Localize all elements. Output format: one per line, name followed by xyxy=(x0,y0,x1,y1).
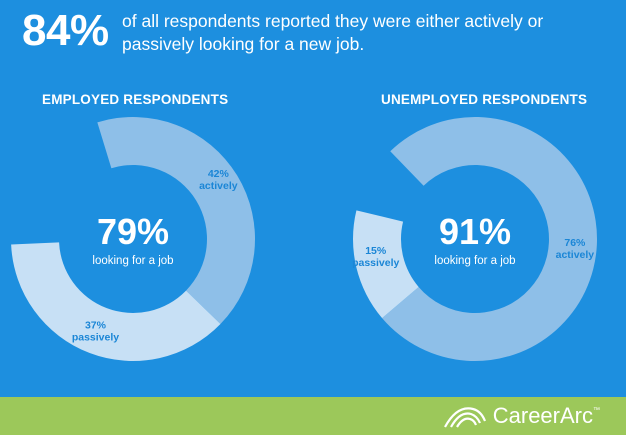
employed-actively-name-label: actively xyxy=(199,180,238,192)
infographic: 84% of all respondents reported they wer… xyxy=(11,6,597,362)
careerarc-logo: CareerArc ™ xyxy=(443,403,600,429)
employed-passively-pct-label: 37% xyxy=(85,319,107,331)
employed-center-label: looking for a job xyxy=(92,255,173,267)
unemployed-center-label: looking for a job xyxy=(434,255,515,267)
employed-passively-slice xyxy=(11,242,221,361)
employed-actively-pct-label: 42% xyxy=(208,168,230,180)
unemployed-actively-name-label: actively xyxy=(556,249,595,261)
employed-passively-name-label: passively xyxy=(72,331,119,343)
unemployed-actively-slice xyxy=(382,116,597,362)
employed-chart-title: EMPLOYED RESPONDENTS xyxy=(42,92,229,107)
arc-logo-icon xyxy=(443,407,486,428)
employed-actively-slice xyxy=(97,117,255,325)
unemployed-passively-name-label: passively xyxy=(352,257,399,269)
headline-text: of all respondents reported they were ei… xyxy=(122,11,544,54)
unemployed-center-value: 91% xyxy=(439,211,511,252)
unemployed-actively-pct-label: 76% xyxy=(564,237,586,249)
unemployed-chart-title: UNEMPLOYED RESPONDENTS xyxy=(381,92,588,107)
footer-bar: CareerArc ™ xyxy=(0,397,626,435)
brand-trademark: ™ xyxy=(593,407,600,414)
unemployed-passively-slice xyxy=(353,210,419,319)
unemployed-passively-pct-label: 15% xyxy=(365,245,387,257)
headline-percent: 84% xyxy=(22,6,109,55)
employed-center-value: 79% xyxy=(97,211,169,252)
brand-name: CareerArc xyxy=(492,403,593,428)
